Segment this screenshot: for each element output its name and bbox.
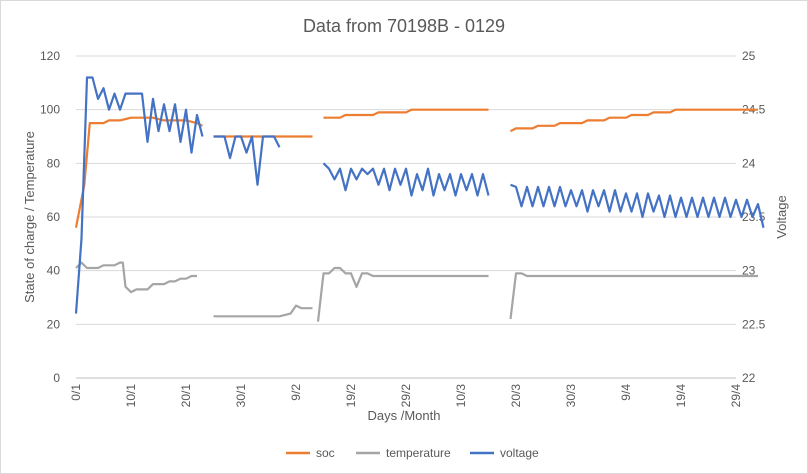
series-soc <box>74 108 758 228</box>
y-axis-left-title: State of charge / Temperature <box>22 131 37 303</box>
y-right-tick-label: 22.5 <box>742 317 766 331</box>
y-left-tick-label: 40 <box>47 264 61 278</box>
voltage-line <box>213 135 281 186</box>
series-temperature <box>75 261 758 322</box>
x-tick-label: 29/4 <box>729 384 743 408</box>
x-tick-label: 29/2 <box>399 384 413 408</box>
x-tick-label: 0/1 <box>69 384 83 401</box>
series-voltage <box>74 76 765 314</box>
y-left-tick-label: 0 <box>53 371 60 385</box>
voltage-line <box>510 183 765 228</box>
temperature-line <box>509 272 758 320</box>
x-tick-label: 9/2 <box>289 384 303 401</box>
x-tick-label: 10/1 <box>124 384 138 408</box>
x-tick-label: 19/4 <box>674 384 688 408</box>
x-tick-label: 30/3 <box>564 384 578 408</box>
x-tick-label: 30/1 <box>234 384 248 408</box>
x-tick-label: 19/2 <box>344 384 358 408</box>
y-right-tick-label: 24 <box>742 156 756 170</box>
x-tick-label: 20/3 <box>509 384 523 408</box>
legend-label-temperature: temperature <box>386 446 451 460</box>
y-left-tick-label: 100 <box>40 103 60 117</box>
series-lines <box>74 76 765 322</box>
x-axis-title: Days /Month <box>368 408 441 423</box>
soc-line <box>323 108 489 119</box>
legend: soc temperature voltage <box>286 446 539 460</box>
voltage-line <box>74 76 204 314</box>
chart-title: Data from 70198B - 0129 <box>303 16 505 36</box>
temperature-line <box>75 261 197 294</box>
x-tick-label: 10/3 <box>454 384 468 408</box>
soc-line <box>74 116 203 228</box>
y-left-tick-label: 80 <box>47 156 61 170</box>
x-axis: 0/1 10/1 20/1 30/1 9/2 19/2 29/2 10/3 20/3 30/3 9/… <box>69 377 743 408</box>
voltage-line <box>322 162 490 197</box>
y-right-tick-label: 23 <box>742 264 756 278</box>
y-right-tick-label: 25 <box>742 49 756 63</box>
y-left-tick-label: 20 <box>47 317 61 331</box>
x-tick-label: 9/4 <box>619 384 633 401</box>
temperature-line <box>213 304 313 318</box>
y-left-tick-label: 60 <box>47 210 61 224</box>
temperature-line <box>316 266 489 322</box>
legend-label-voltage: voltage <box>500 446 539 460</box>
y-left-tick-label: 120 <box>40 49 60 63</box>
x-tick-label: 20/1 <box>179 384 193 408</box>
y-axis-right-title: Voltage <box>774 195 789 238</box>
y-axis-left: 0 20 40 60 80 100 120 <box>40 49 60 385</box>
soc-line <box>510 108 758 133</box>
legend-label-soc: soc <box>316 446 335 460</box>
y-right-tick-label: 22 <box>742 371 756 385</box>
